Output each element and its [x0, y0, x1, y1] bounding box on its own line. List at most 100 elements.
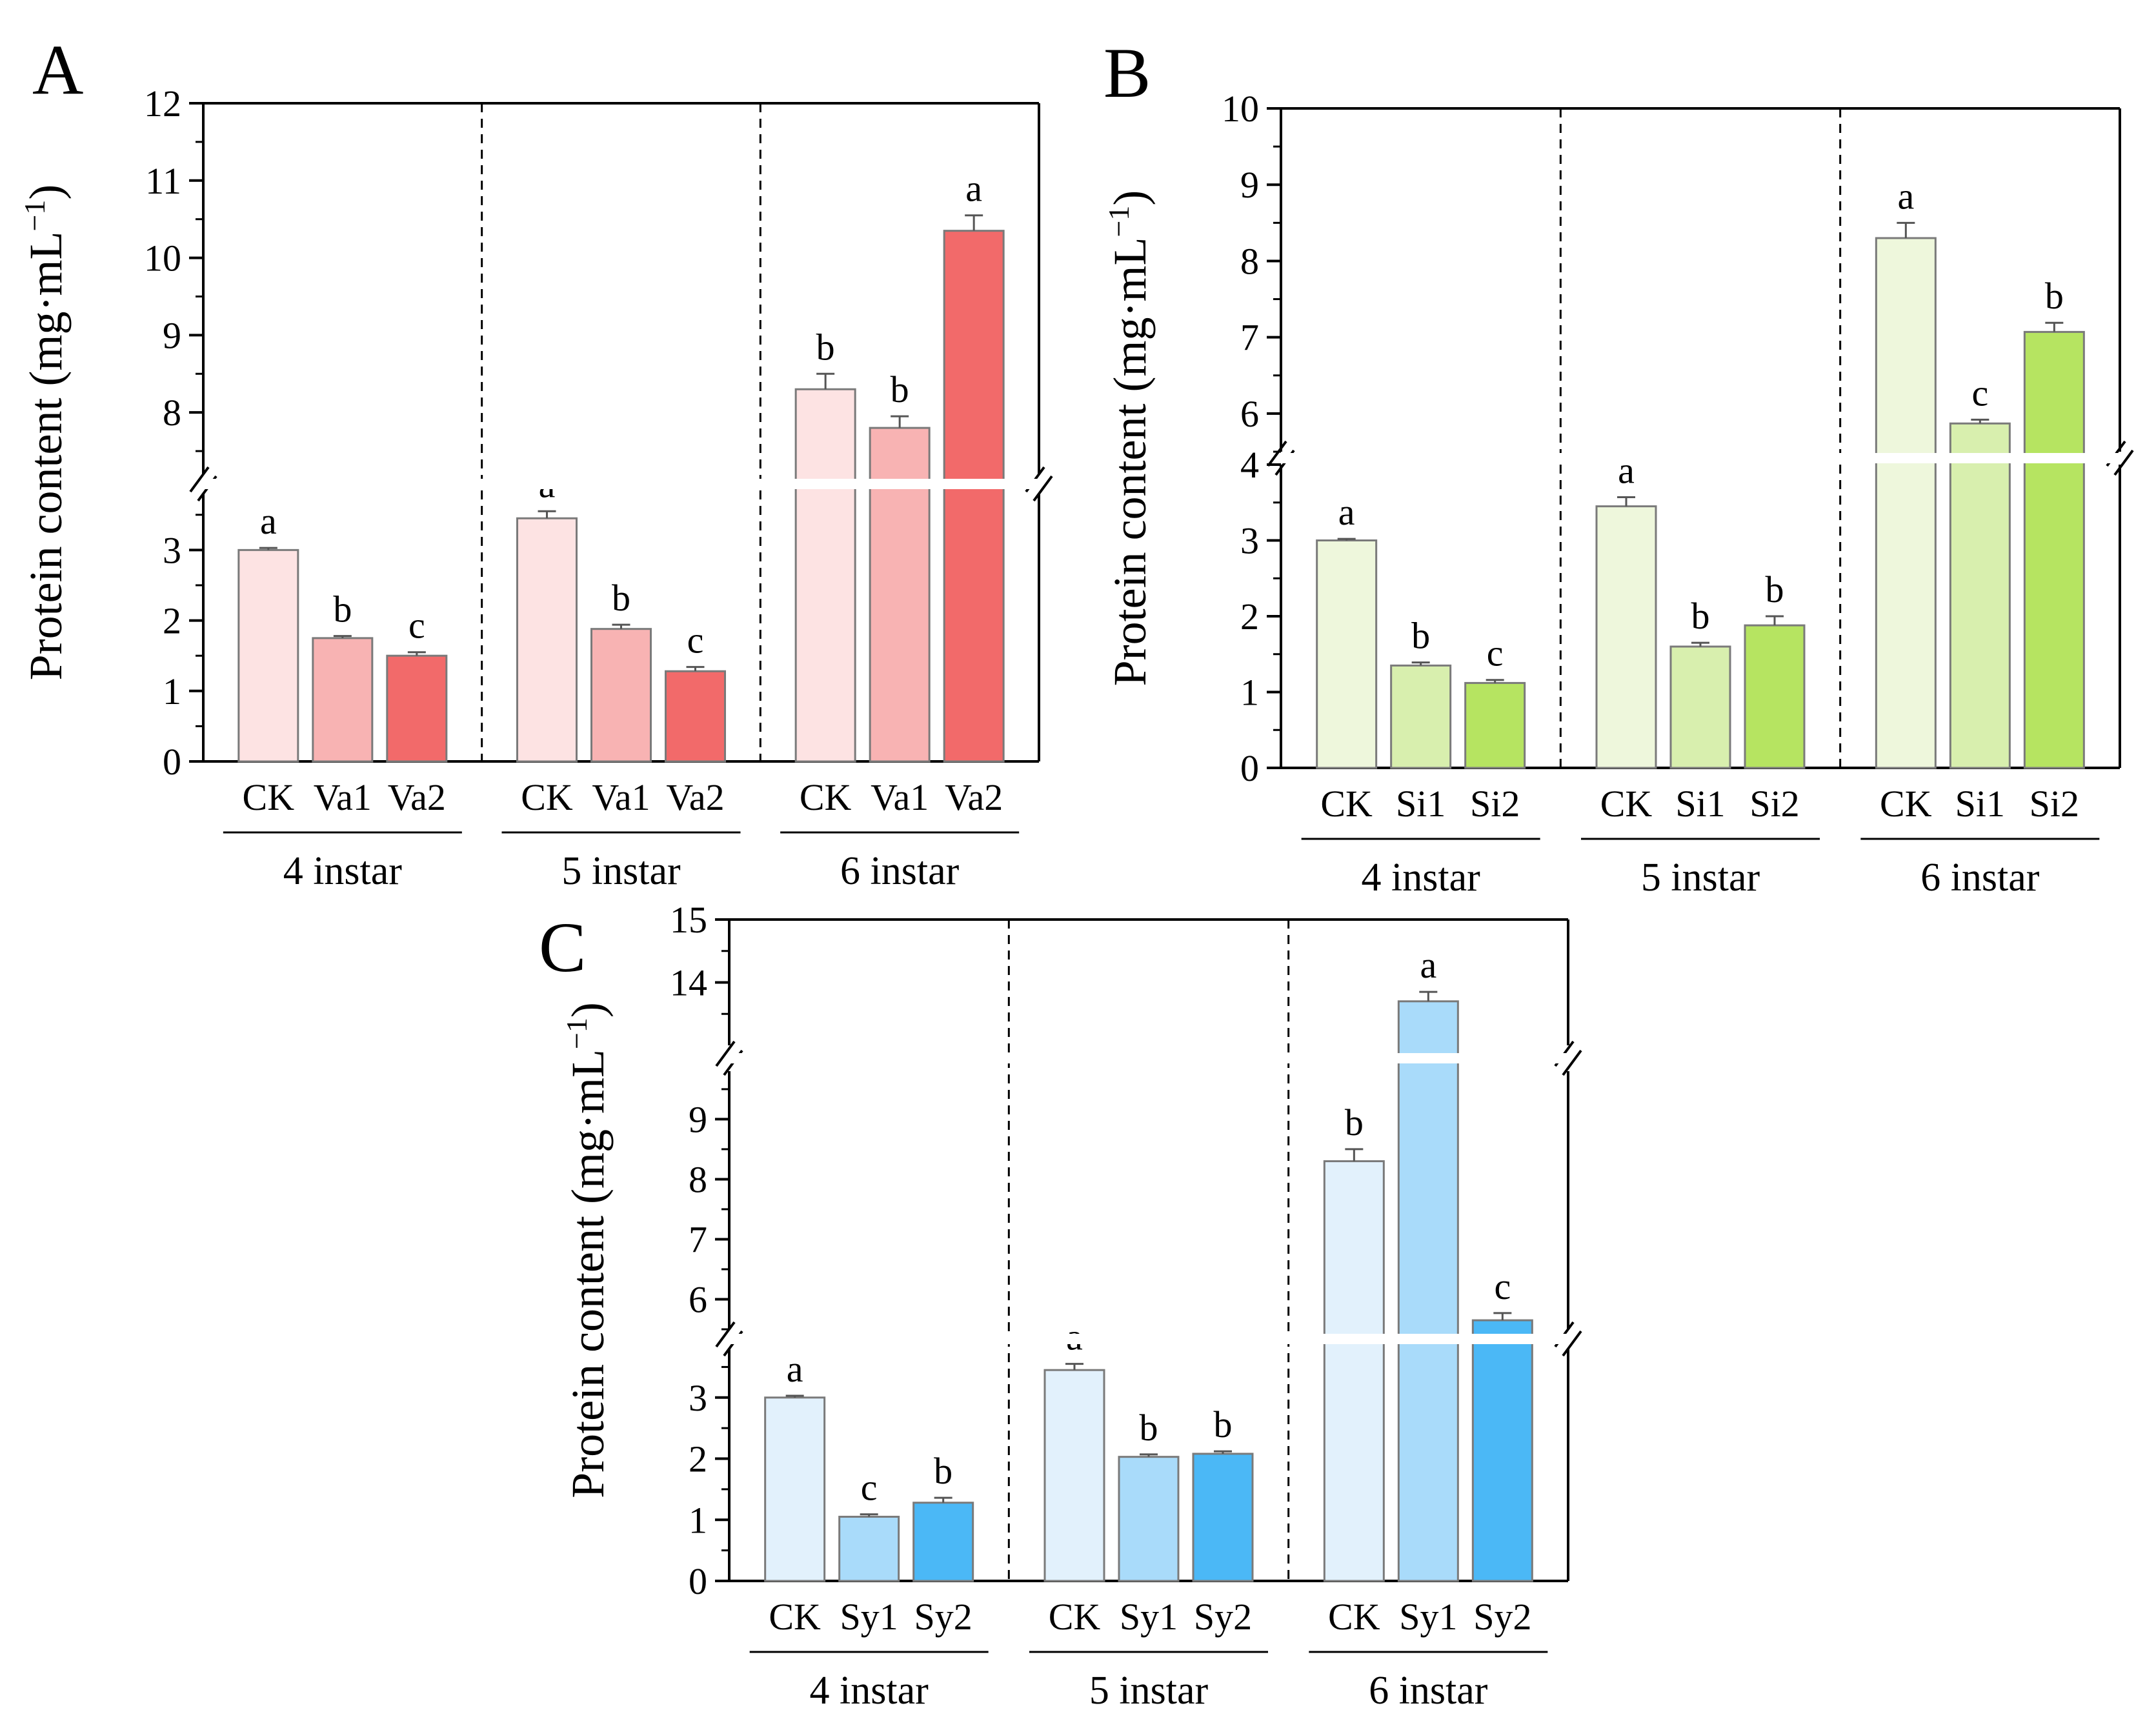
y-axis-label-c: Protein content (mg·mL−1): [560, 1002, 614, 1498]
bar-si1: [1669, 645, 1731, 769]
y-tick-label: 3: [1240, 520, 1259, 562]
significance-label: b: [2045, 275, 2064, 317]
bar-si2: [2023, 330, 2085, 769]
bar-ck: [516, 517, 578, 763]
group-4-instar: a CK b Va1 c Va2 4 instar: [223, 500, 462, 893]
significance-label: b: [612, 577, 630, 619]
significance-label: b: [891, 368, 909, 410]
axis-break-band: [205, 479, 1037, 489]
y-tick-label: 10: [144, 237, 181, 279]
axis-break-band: [731, 1334, 1566, 1344]
significance-label: a: [965, 168, 982, 210]
category-label: Va2: [945, 776, 1003, 818]
category-label: CK: [1328, 1596, 1380, 1638]
bar-va1: [869, 427, 931, 763]
category-label: CK: [1600, 783, 1653, 825]
y-tick-label: 7: [689, 1218, 707, 1260]
bar-ck: [1043, 1369, 1105, 1582]
bar-va1: [590, 628, 652, 763]
bar-ck: [1316, 539, 1378, 769]
group-4-instar: a CK c Sy1 b Sy2 4 instar: [749, 1348, 989, 1713]
group-label: 4 instar: [283, 849, 403, 893]
bar-ck: [1323, 1160, 1385, 1582]
y-tick-label: 12: [144, 83, 181, 125]
y-tick-label: 14: [670, 962, 707, 1004]
bar-sy1: [1397, 1000, 1459, 1582]
bar-va2: [386, 654, 448, 763]
axis-break-band: [731, 1053, 1566, 1063]
y-tick-label: 1: [163, 670, 181, 712]
bar-sy1: [1118, 1456, 1180, 1582]
y-axis-ticks-b: 0 1 2 3 4 6 7 8 9 10: [1222, 88, 1281, 789]
group-label: 5 instar: [1089, 1669, 1209, 1713]
bar-va2: [665, 670, 726, 763]
axis-break-band: [1283, 453, 2118, 463]
y-tick-label: 0: [689, 1560, 707, 1602]
y-tick-label: 7: [1240, 317, 1259, 359]
bar-ck: [237, 548, 299, 763]
category-label: Sy1: [1399, 1596, 1457, 1638]
bar-si2: [1464, 681, 1526, 769]
y-tick-label: 15: [670, 899, 707, 941]
y-tick-label: 6: [689, 1278, 707, 1320]
group-label: 5 instar: [1641, 856, 1760, 900]
category-label: Sy1: [1120, 1596, 1178, 1638]
group-label: 4 instar: [1362, 856, 1481, 900]
y-tick-label: 9: [689, 1098, 707, 1140]
axis-break-left: [715, 1040, 736, 1067]
significance-label: a: [1420, 944, 1436, 986]
significance-label: b: [333, 588, 352, 630]
bar-va2: [943, 230, 1005, 763]
category-label: CK: [1049, 1596, 1101, 1638]
category-label: Sy2: [914, 1596, 972, 1638]
bar-ck: [794, 388, 856, 763]
category-label: Si1: [1675, 783, 1725, 825]
axis-break-left: [189, 466, 210, 493]
y-tick-label: 3: [689, 1377, 707, 1419]
significance-label: a: [1897, 175, 1914, 217]
y-tick-label: 8: [163, 392, 181, 434]
y-tick-label: 8: [689, 1158, 707, 1200]
category-label: CK: [1880, 783, 1932, 825]
axis-break-left: [1267, 440, 1287, 467]
bar-sy2: [1471, 1319, 1533, 1582]
y-tick-label: 8: [1240, 240, 1259, 282]
category-label: Sy1: [840, 1596, 898, 1638]
group-6-instar: a CK c Si1 b Si2 6 instar: [1839, 108, 2100, 900]
axis-break-right: [1562, 1330, 1582, 1357]
y-tick-label: 9: [163, 314, 181, 356]
category-label: CK: [769, 1596, 821, 1638]
group-4-instar: a CK b Si1 c Si2 4 instar: [1301, 491, 1540, 900]
group-label: 6 instar: [840, 849, 960, 893]
category-label: Va1: [314, 776, 372, 818]
group-6-instar: b CK b Va1 a Va2 6 instar: [759, 103, 1020, 893]
category-label: Va1: [871, 776, 929, 818]
significance-label: c: [1971, 372, 1988, 414]
significance-label: b: [1140, 1407, 1158, 1449]
category-label: CK: [521, 776, 573, 818]
panel-letter-b: B: [1103, 34, 1151, 112]
axis-break-right: [1562, 1049, 1582, 1076]
y-tick-label: 2: [1240, 596, 1259, 638]
bar-si1: [1390, 664, 1452, 769]
y-axis-ticks-c: 0 1 2 3 6 7 8 9 14 15: [670, 899, 729, 1602]
category-label: Si2: [1749, 783, 1799, 825]
significance-label: a: [260, 500, 277, 542]
significance-label: b: [1214, 1403, 1233, 1445]
group-label: 6 instar: [1369, 1669, 1488, 1713]
y-axis-label-b: Protein content (mg·mL−1): [1102, 190, 1156, 687]
bar-sy2: [1192, 1453, 1254, 1582]
bar-sy1: [838, 1516, 900, 1582]
significance-label: b: [816, 326, 835, 368]
bar-va1: [312, 637, 374, 763]
y-tick-label: 3: [163, 529, 181, 571]
panel-letter-c: C: [539, 908, 586, 987]
group-label: 4 instar: [810, 1669, 929, 1713]
significance-label: c: [1494, 1265, 1511, 1307]
bar-ck: [1595, 505, 1657, 769]
significance-label: c: [861, 1467, 878, 1509]
y-tick-label: 2: [689, 1438, 707, 1480]
panel-b: B Protein content (mg·mL−1) 0 1 2 3 4 6 7 8 9 10 a CK…: [1102, 34, 2134, 900]
